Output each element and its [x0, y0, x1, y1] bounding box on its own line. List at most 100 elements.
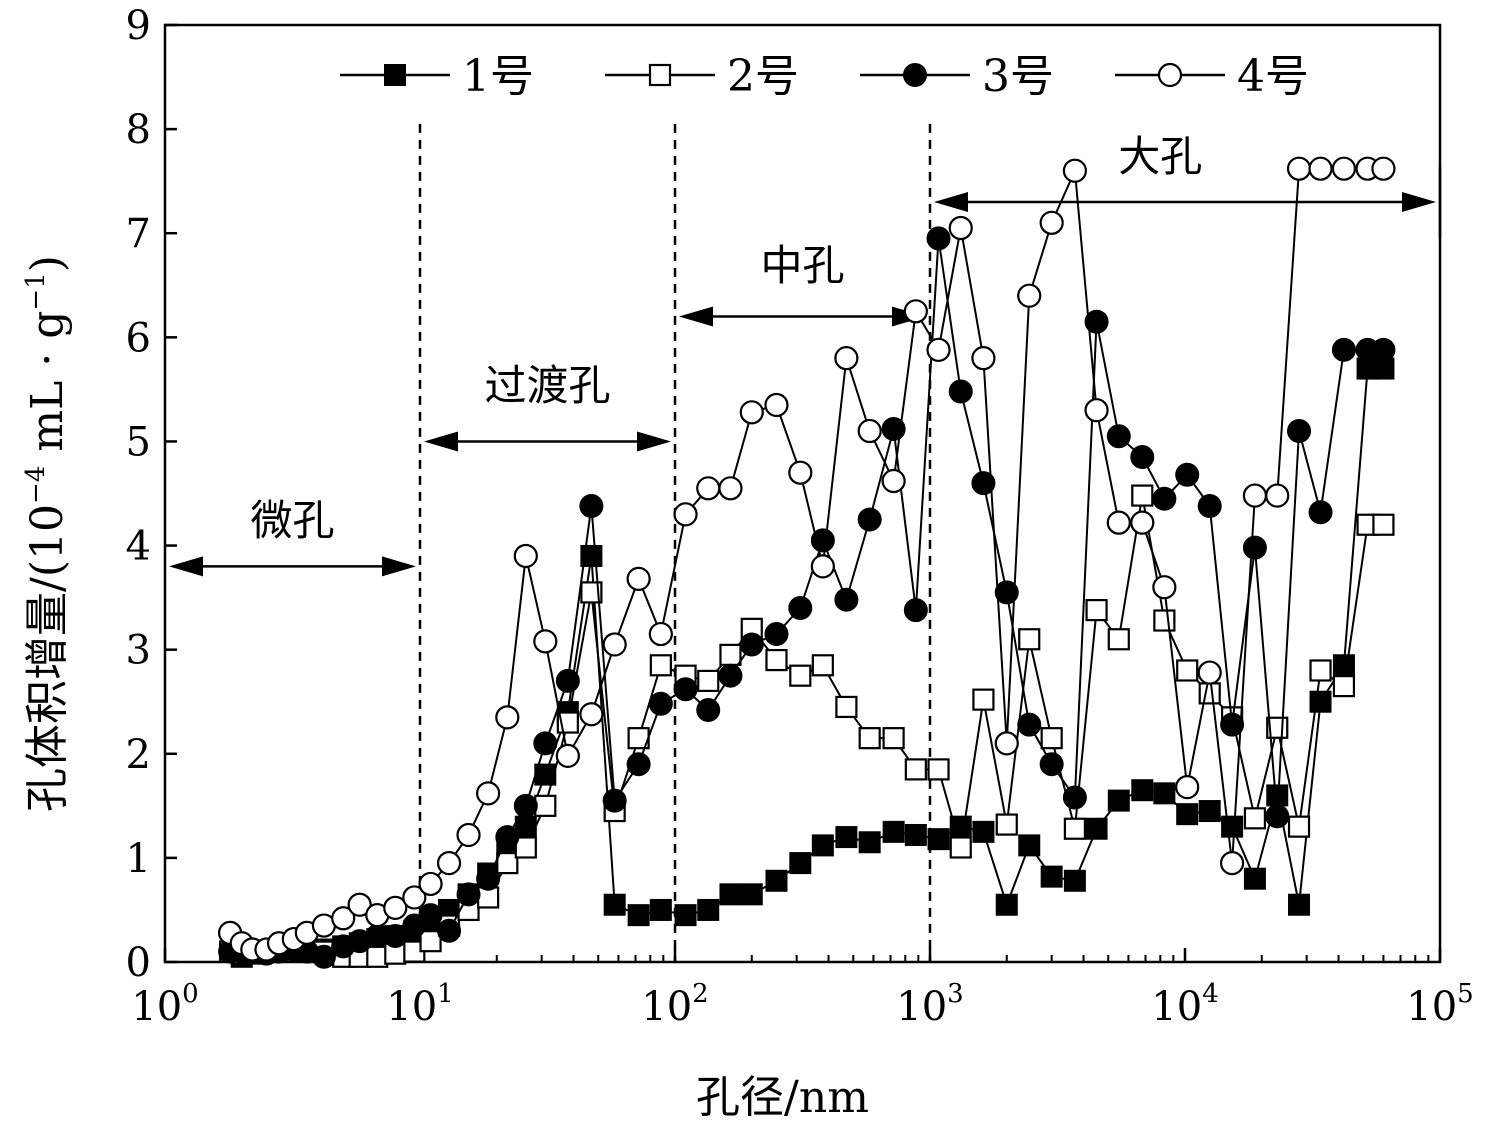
arrow-head	[637, 431, 671, 452]
legend: 1号 2号 3号 4号	[340, 51, 1309, 102]
data-point	[1332, 654, 1355, 677]
y-tick-label: 7	[126, 211, 151, 257]
x-tick-base: 10	[641, 984, 692, 1030]
data-point	[949, 836, 972, 859]
data-point	[972, 820, 995, 843]
x-tick-base: 10	[131, 984, 182, 1030]
data-point	[1084, 309, 1109, 334]
legend-label: 4号	[1237, 51, 1309, 102]
data-point	[765, 648, 788, 672]
x-tick-label: 103	[896, 979, 963, 1030]
data-point	[834, 346, 859, 371]
data-point	[1220, 712, 1245, 737]
arrow-head	[424, 431, 458, 452]
data-point	[1286, 156, 1312, 181]
data-point	[1152, 486, 1177, 511]
data-point	[1107, 789, 1130, 812]
data-point	[1198, 682, 1221, 705]
data-point	[810, 554, 835, 579]
series-1	[219, 357, 1395, 968]
y-axis-title-exp2: −1	[21, 272, 51, 310]
data-point	[903, 63, 927, 87]
data-point	[1265, 483, 1290, 508]
y-tick-label: 4	[126, 524, 151, 570]
data-point	[882, 727, 905, 750]
data-point	[764, 392, 789, 418]
data-point	[347, 892, 372, 917]
series-layer	[217, 156, 1396, 969]
data-point	[579, 493, 604, 518]
data-point	[1062, 785, 1087, 810]
data-point	[696, 698, 721, 723]
data-point	[834, 587, 859, 612]
data-point	[1331, 337, 1356, 362]
data-point	[437, 918, 462, 943]
data-point	[1018, 628, 1041, 651]
data-point	[696, 476, 721, 501]
data-point	[789, 664, 812, 687]
data-point	[1309, 659, 1332, 682]
x-tick-base: 10	[386, 984, 437, 1030]
data-point	[1175, 462, 1200, 487]
data-point	[1308, 156, 1333, 181]
data-point	[971, 346, 996, 371]
data-point	[495, 825, 520, 850]
data-point	[1153, 609, 1176, 632]
data-point	[1219, 850, 1245, 876]
data-point	[881, 468, 906, 494]
data-point	[1198, 800, 1221, 823]
data-point	[648, 63, 672, 87]
data-point	[1288, 893, 1311, 916]
data-point	[1197, 493, 1222, 518]
data-point	[1152, 575, 1177, 600]
data-point	[1131, 779, 1154, 802]
data-point	[948, 215, 973, 241]
data-point	[1372, 513, 1395, 536]
x-tick-exp: 0	[182, 979, 199, 1009]
y-tick-label: 6	[126, 315, 151, 361]
data-point	[740, 883, 763, 906]
data-point	[456, 882, 481, 907]
data-point	[972, 688, 995, 711]
series-4	[217, 156, 1396, 962]
y-tick-label: 3	[126, 628, 151, 674]
x-tick-base: 10	[1406, 984, 1457, 1030]
data-point	[1085, 599, 1108, 622]
data-point	[1243, 867, 1266, 890]
data-point	[835, 695, 858, 719]
data-point	[418, 903, 443, 928]
y-tick-label: 9	[126, 3, 151, 49]
x-tick-label: 105	[1406, 979, 1473, 1030]
data-point	[718, 476, 743, 501]
data-point	[476, 866, 501, 891]
data-point	[383, 923, 408, 948]
legend-label: 1号	[462, 51, 534, 102]
data-point	[533, 731, 558, 756]
data-point	[495, 705, 520, 730]
region-boundaries	[418, 123, 932, 962]
data-point	[1265, 804, 1290, 829]
x-tick-exp: 1	[437, 979, 454, 1009]
data-point	[648, 621, 673, 647]
data-point	[1130, 445, 1155, 470]
data-point	[419, 930, 442, 953]
data-point	[739, 632, 764, 657]
data-point	[927, 758, 950, 781]
arrow-head	[382, 556, 416, 577]
data-point	[789, 852, 812, 875]
data-point	[384, 64, 406, 86]
legend-label: 3号	[982, 51, 1054, 102]
data-point	[788, 596, 813, 621]
data-point	[904, 758, 927, 781]
data-point	[903, 299, 928, 324]
data-point	[476, 781, 501, 806]
data-point	[1371, 337, 1396, 362]
x-tick-exp: 4	[1202, 979, 1219, 1009]
y-tick-label: 8	[126, 107, 151, 153]
data-point	[331, 906, 356, 931]
data-point	[788, 460, 813, 485]
data-point	[697, 669, 720, 693]
data-point	[1040, 727, 1063, 750]
data-point	[857, 418, 882, 444]
